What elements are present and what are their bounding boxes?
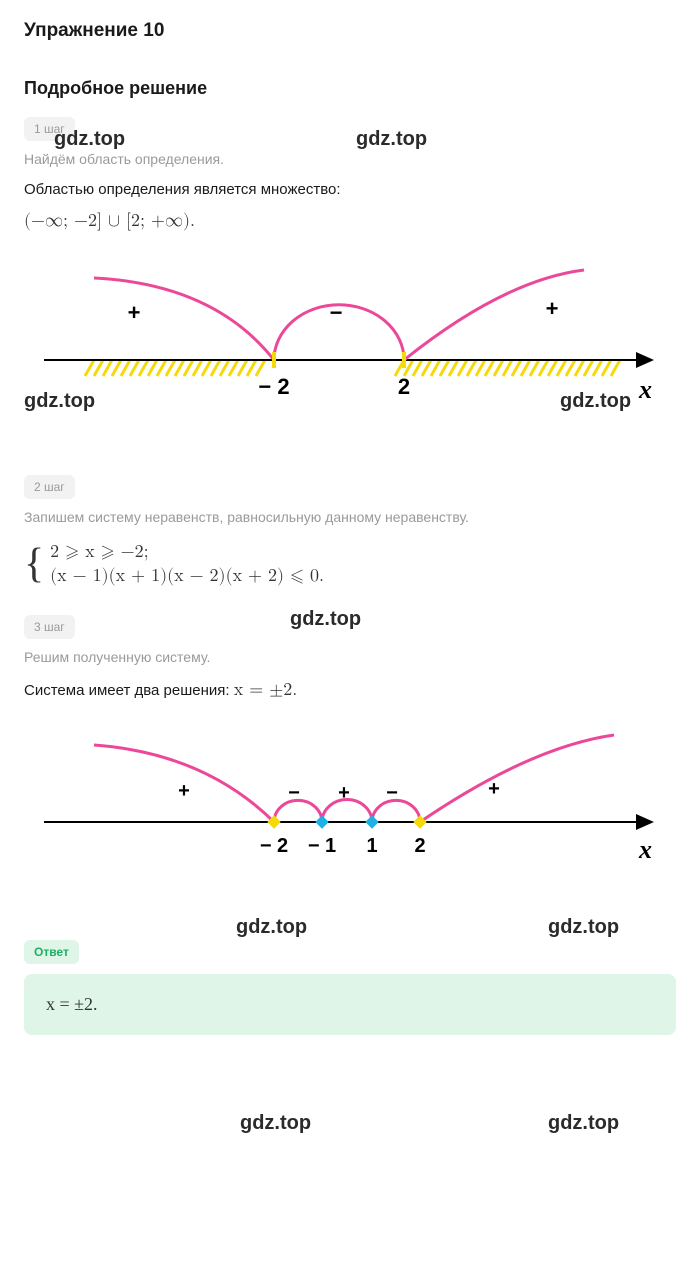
- step-2: 2 шаг Запишем систему неравенств, равнос…: [24, 475, 676, 589]
- step-text: Областью определения является множество:: [24, 181, 676, 198]
- answer-badge: Ответ: [24, 940, 79, 964]
- svg-text:+: +: [546, 296, 559, 321]
- step-badge: 1 шаг: [24, 117, 75, 141]
- system-line-1: 2 ⩾ x ⩾ −2;: [50, 541, 324, 563]
- svg-text:−: −: [288, 782, 300, 804]
- answer-box: x = ±2.: [24, 974, 676, 1035]
- svg-text:2: 2: [414, 835, 425, 857]
- sign-diagram-2: − 2 − 1 1 2 + − + − + x: [24, 717, 664, 872]
- svg-text:− 2: − 2: [260, 835, 288, 857]
- step-badge: 2 шаг: [24, 475, 75, 499]
- svg-text:x: x: [638, 835, 652, 864]
- svg-text:+: +: [178, 780, 190, 802]
- svg-text:+: +: [488, 778, 500, 800]
- svg-text:−: −: [330, 300, 343, 325]
- solution-prefix: Система имеет два решения:: [24, 682, 234, 699]
- step-instruction: Решим полученную систему.: [24, 649, 676, 665]
- step-instruction: Найдём область определения.: [24, 151, 676, 167]
- svg-text:+: +: [128, 300, 141, 325]
- brace-icon: {: [24, 543, 44, 585]
- step-1: 1 шаг Найдём область определения. Област…: [24, 117, 676, 232]
- watermark-text: gdz.top: [548, 916, 619, 939]
- step-badge: 3 шаг: [24, 615, 75, 639]
- step-3: 3 шаг Решим полученную систему. Система …: [24, 615, 676, 701]
- svg-text:1: 1: [366, 835, 377, 857]
- system-line-2: (x − 1)(x + 1)(x − 2)(x + 2) ⩽ 0.: [50, 565, 324, 587]
- svg-text:− 1: − 1: [308, 835, 336, 857]
- watermark-text: gdz.top: [240, 1112, 311, 1135]
- svg-text:− 2: − 2: [258, 374, 289, 399]
- sign-diagram-1: − 2 2 + − + x: [24, 250, 664, 415]
- domain-formula: (−∞; −2] ∪ [2; +∞).: [24, 210, 676, 232]
- exercise-title: Упражнение 10: [24, 20, 676, 42]
- solution-subtitle: Подробное решение: [24, 78, 676, 99]
- svg-text:2: 2: [398, 374, 410, 399]
- watermark-text: gdz.top: [548, 1112, 619, 1135]
- solution-value: x = ±2.: [234, 681, 297, 699]
- step-text: Система имеет два решения: x = ±2.: [24, 679, 676, 701]
- svg-text:x: x: [638, 375, 652, 404]
- svg-text:+: +: [338, 782, 350, 804]
- step-instruction: Запишем систему неравенств, равносильную…: [24, 509, 676, 525]
- svg-text:−: −: [386, 782, 398, 804]
- watermark-text: gdz.top: [236, 916, 307, 939]
- inequality-system: { 2 ⩾ x ⩾ −2; (x − 1)(x + 1)(x − 2)(x + …: [24, 539, 676, 589]
